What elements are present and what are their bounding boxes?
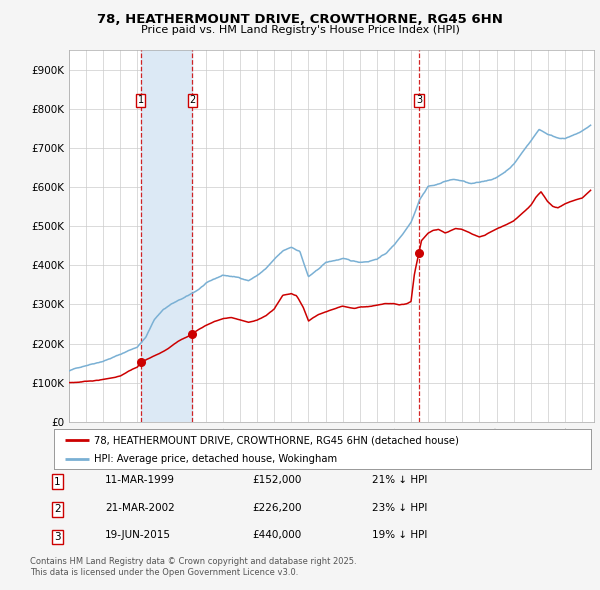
Text: 78, HEATHERMOUNT DRIVE, CROWTHORNE, RG45 6HN (detached house): 78, HEATHERMOUNT DRIVE, CROWTHORNE, RG45… [94,435,459,445]
Text: 3: 3 [54,532,61,542]
Text: £152,000: £152,000 [252,475,301,485]
Text: 23% ↓ HPI: 23% ↓ HPI [372,503,427,513]
Text: 78, HEATHERMOUNT DRIVE, CROWTHORNE, RG45 6HN: 78, HEATHERMOUNT DRIVE, CROWTHORNE, RG45… [97,13,503,26]
Bar [140,50,193,422]
Text: 19-JUN-2015: 19-JUN-2015 [105,530,171,540]
Text: 21-MAR-2002: 21-MAR-2002 [105,503,175,513]
Text: 3: 3 [416,96,422,106]
Text: This data is licensed under the Open Government Licence v3.0.: This data is licensed under the Open Gov… [30,568,298,577]
Text: HPI: Average price, detached house, Wokingham: HPI: Average price, detached house, Woki… [94,454,337,464]
Text: 21% ↓ HPI: 21% ↓ HPI [372,475,427,485]
Text: 2: 2 [54,504,61,514]
Text: £226,200: £226,200 [252,503,302,513]
Text: 1: 1 [137,96,144,106]
Text: 11-MAR-1999: 11-MAR-1999 [105,475,175,485]
Text: 1: 1 [54,477,61,487]
Text: 2: 2 [190,96,196,106]
Text: 19% ↓ HPI: 19% ↓ HPI [372,530,427,540]
Text: Contains HM Land Registry data © Crown copyright and database right 2025.: Contains HM Land Registry data © Crown c… [30,558,356,566]
Text: £440,000: £440,000 [252,530,301,540]
Text: Price paid vs. HM Land Registry's House Price Index (HPI): Price paid vs. HM Land Registry's House … [140,25,460,35]
